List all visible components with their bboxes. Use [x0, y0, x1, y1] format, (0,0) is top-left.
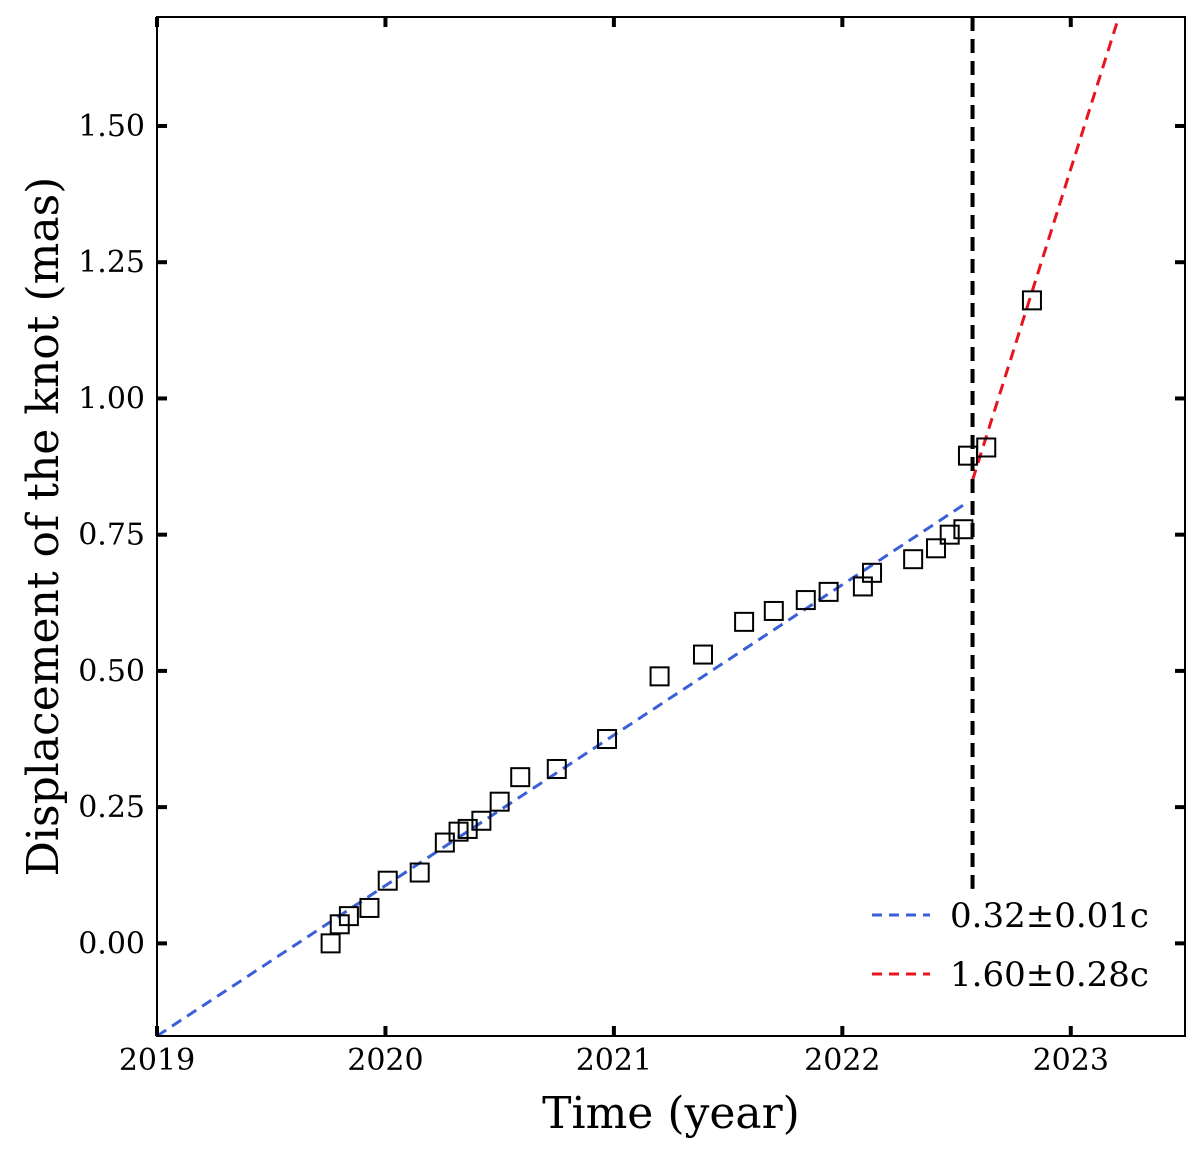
y-tick-label: 1.00 — [78, 381, 145, 416]
legend-label-series-1: 0.32±0.01c — [950, 896, 1149, 936]
data-point — [976, 437, 997, 458]
data-point — [862, 562, 883, 583]
data-points — [320, 290, 1042, 954]
x-tick-label: 2021 — [576, 1043, 652, 1078]
y-tick-label: 0.25 — [78, 790, 145, 825]
y-tick-label: 0.00 — [78, 926, 145, 961]
x-tick-label: 2023 — [1033, 1043, 1109, 1078]
y-tick-label: 0.75 — [78, 518, 145, 553]
data-point — [818, 581, 839, 602]
fit-lines — [157, 17, 1121, 1036]
data-point — [434, 832, 455, 853]
data-point — [953, 519, 974, 540]
y-tick-label: 1.50 — [78, 109, 145, 144]
data-point — [734, 611, 755, 632]
data-point — [377, 870, 398, 891]
data-point — [471, 810, 492, 831]
data-point — [597, 729, 618, 750]
x-tick-label: 2019 — [119, 1043, 195, 1078]
data-point — [510, 767, 531, 788]
axis-ticks — [155, 17, 1185, 1036]
legend-label-series-2: 1.60±0.28c — [950, 955, 1149, 995]
fit-line-series-2 — [971, 17, 1121, 481]
data-point — [409, 862, 430, 883]
data-point — [338, 906, 359, 927]
data-point — [649, 666, 670, 687]
data-point — [763, 600, 784, 621]
data-point — [1021, 290, 1042, 311]
tick-labels: 2019 2020 2021 2022 2023 0.00 0.25 0.50 0.75 1.00… — [78, 109, 1109, 1078]
y-axis-title: Displacement of the knot (mas) — [18, 177, 69, 877]
fit-line-series-1 — [157, 500, 969, 1036]
data-point — [359, 897, 380, 918]
x-axis-title: Time (year) — [542, 1088, 800, 1139]
data-point — [795, 590, 816, 611]
data-point — [692, 644, 713, 665]
plot-frame — [156, 16, 1186, 1037]
data-point — [489, 791, 510, 812]
data-point — [925, 538, 946, 559]
legend: 0.32±0.01c 1.60±0.28c — [872, 896, 1149, 995]
data-point — [320, 933, 341, 954]
y-tick-label: 0.50 — [78, 654, 145, 689]
x-tick-label: 2020 — [347, 1043, 423, 1078]
x-tick-label: 2022 — [804, 1043, 880, 1078]
y-tick-label: 1.25 — [78, 245, 145, 280]
data-point — [903, 549, 924, 570]
data-point — [546, 758, 567, 779]
data-point — [939, 524, 960, 545]
